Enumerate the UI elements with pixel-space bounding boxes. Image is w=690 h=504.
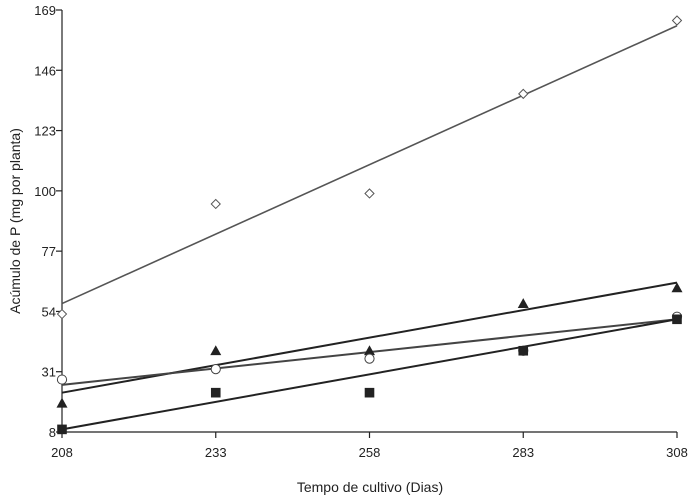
trendline-series-2 bbox=[61, 281, 678, 394]
y-tick-label: 169 bbox=[34, 3, 56, 18]
point-series-4 bbox=[57, 424, 67, 435]
point-series-1 bbox=[364, 188, 375, 199]
x-tick-label: 308 bbox=[666, 445, 688, 460]
y-tick-label: 31 bbox=[42, 365, 56, 380]
point-series-1 bbox=[56, 308, 68, 320]
trendline-series-4 bbox=[61, 318, 678, 431]
point-series-3 bbox=[56, 374, 68, 385]
point-series-1 bbox=[518, 88, 529, 100]
y-tick-label: 8 bbox=[49, 425, 56, 440]
point-series-4 bbox=[210, 387, 221, 398]
point-series-3 bbox=[210, 363, 221, 375]
point-series-4 bbox=[518, 345, 529, 356]
point-series-2 bbox=[517, 298, 529, 308]
y-axis-title: Acúmulo de P (mg por planta) bbox=[7, 128, 23, 314]
data-points bbox=[56, 15, 683, 435]
trendline-series-1 bbox=[61, 24, 678, 305]
x-ticks: 208 233 258 283 308 bbox=[51, 432, 688, 460]
y-tick-label: 77 bbox=[42, 244, 56, 259]
point-series-2 bbox=[364, 345, 375, 356]
point-series-4 bbox=[672, 314, 682, 325]
y-ticks: 8 31 54 77 100 123 146 169 bbox=[34, 3, 62, 440]
point-series-3 bbox=[364, 353, 375, 364]
point-series-1 bbox=[671, 15, 683, 26]
y-tick-label: 146 bbox=[34, 63, 56, 78]
point-series-1 bbox=[210, 198, 221, 210]
y-tick-label: 123 bbox=[34, 124, 56, 139]
x-tick-label: 283 bbox=[512, 445, 534, 460]
x-tick-label: 258 bbox=[359, 445, 381, 460]
point-series-2 bbox=[210, 345, 222, 356]
x-tick-label: 233 bbox=[205, 445, 227, 460]
x-axis-title: Tempo de cultivo (Dias) bbox=[297, 479, 443, 495]
y-tick-label: 100 bbox=[34, 184, 56, 199]
y-tick-label: 54 bbox=[42, 304, 56, 319]
point-series-2 bbox=[671, 282, 683, 293]
trendlines bbox=[61, 24, 678, 431]
axes bbox=[61, 10, 677, 433]
point-series-4 bbox=[364, 387, 375, 398]
point-series-2 bbox=[56, 397, 68, 408]
x-tick-label: 208 bbox=[51, 445, 73, 460]
